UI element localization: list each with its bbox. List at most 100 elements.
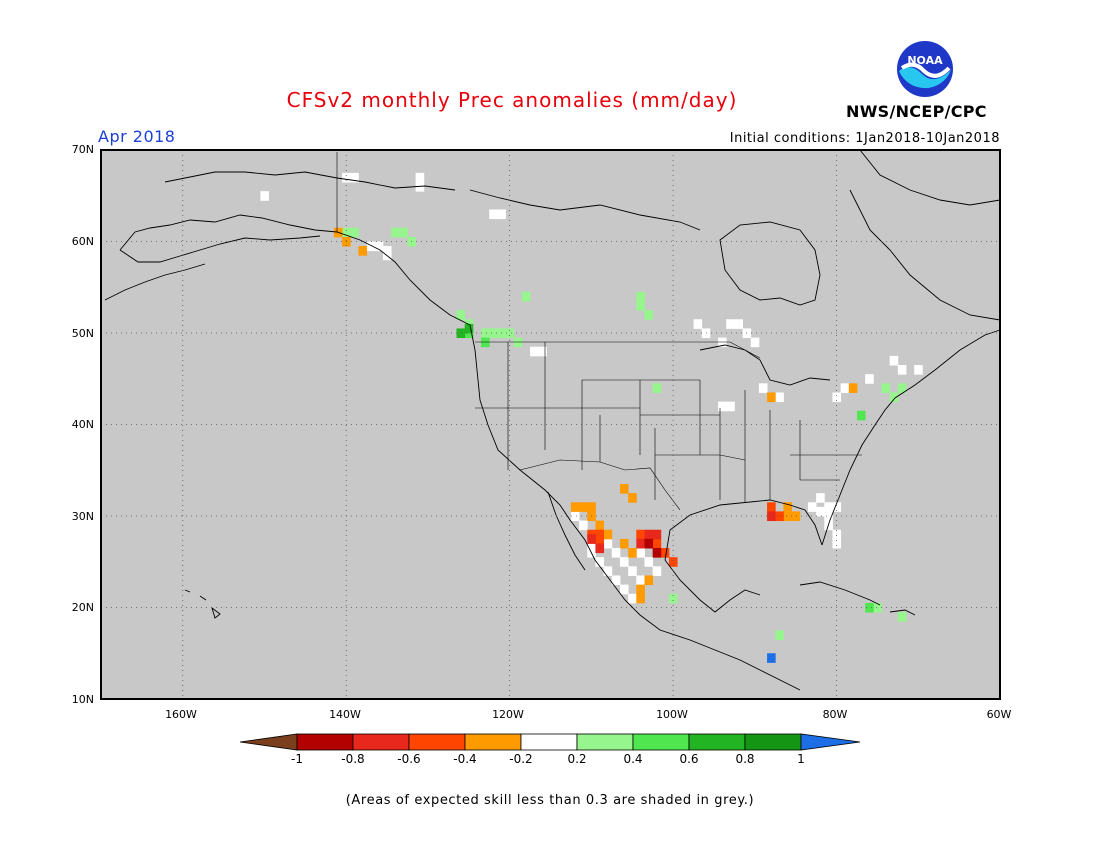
- political-borders: [336, 152, 862, 511]
- anomaly-cell: [775, 392, 784, 403]
- anomaly-cell: [570, 511, 580, 522]
- anomaly-cell: [530, 346, 539, 357]
- anomaly-cell: [758, 383, 768, 393]
- anomaly-cell: [399, 227, 408, 238]
- anomaly-cell: [652, 548, 662, 558]
- anomaly-cell: [374, 241, 384, 252]
- anomaly-cell: [652, 538, 662, 549]
- anomaly-cell: [807, 502, 817, 512]
- colorbar-label: -0.2: [509, 752, 533, 766]
- anomaly-cell: [456, 328, 466, 339]
- anomaly-cell: [669, 557, 678, 567]
- anomaly-cell: [636, 291, 645, 302]
- lon-label: 160W: [165, 708, 197, 721]
- lat-label: 70N: [71, 143, 94, 156]
- colorbar-segment: [464, 733, 522, 751]
- anomaly-cell: [636, 529, 645, 540]
- colorbar-arrow-right: [800, 733, 861, 751]
- anomaly-cell: [881, 383, 891, 393]
- anomaly-cell: [856, 410, 866, 421]
- anomaly-cell: [734, 319, 743, 329]
- anomaly-cell: [579, 520, 588, 531]
- colorbar-label: 0.2: [567, 752, 587, 766]
- anomaly-cell: [644, 557, 654, 567]
- anomaly-cell: [726, 401, 735, 412]
- anomaly-cell: [595, 529, 605, 540]
- skill-note: (Areas of expected skill less than 0.3 a…: [345, 793, 755, 808]
- anomaly-cell: [644, 538, 654, 549]
- anomaly-cell: [644, 529, 654, 540]
- anomaly-cell: [595, 543, 605, 554]
- anomaly-cell: [619, 557, 629, 567]
- anomaly-cell: [726, 319, 735, 329]
- colorbar-label: 0.6: [679, 752, 699, 766]
- lon-label: 60W: [986, 708, 1012, 721]
- anomaly-cell: [570, 502, 580, 512]
- anomaly-cell: [775, 511, 784, 522]
- anomaly-cell: [824, 502, 833, 512]
- anomaly-cell: [660, 548, 670, 558]
- anomaly-cell: [628, 548, 637, 558]
- lon-label: 100W: [656, 708, 688, 721]
- anomaly-cell: [611, 575, 621, 586]
- anomaly-cell: [619, 538, 629, 549]
- anomaly-cell: [505, 328, 515, 339]
- colorbar-segment: [408, 733, 466, 751]
- anomaly-cell: [628, 566, 637, 576]
- anomaly-cell: [513, 337, 523, 348]
- colorbar: [239, 733, 861, 751]
- colorbar-segment: [632, 733, 690, 751]
- anomaly-cell: [521, 291, 531, 302]
- anomaly-cell: [767, 502, 776, 512]
- anomaly-cell: [603, 566, 613, 576]
- anomaly-cell: [415, 182, 425, 192]
- coastlines: [104, 149, 1001, 691]
- map-background: [101, 150, 1000, 699]
- anomaly-cell: [456, 310, 466, 320]
- forecast-month-label: Apr 2018: [98, 127, 176, 146]
- colorbar-label: 1: [797, 752, 805, 766]
- anomaly-cell: [415, 172, 425, 183]
- anomaly-cell: [832, 538, 842, 549]
- anomaly-cell: [260, 191, 269, 201]
- anomaly-cell: [718, 337, 727, 348]
- lon-label: 140W: [329, 708, 361, 721]
- anomaly-cell: [350, 227, 359, 238]
- anomaly-cell: [750, 337, 760, 348]
- colorbar-label: -0.6: [397, 752, 421, 766]
- anomaly-cell: [816, 493, 825, 503]
- anomaly-cell: [603, 538, 613, 549]
- anomaly-cell: [652, 529, 662, 540]
- anomaly-cell: [358, 246, 368, 256]
- colorbar-label: -0.4: [453, 752, 477, 766]
- map-title: CFSv2 monthly Prec anomalies (mm/day): [286, 88, 738, 112]
- anomaly-cell: [342, 227, 351, 238]
- anomaly-cell: [464, 323, 474, 334]
- anomaly-cell: [775, 630, 784, 640]
- anomaly-cell: [628, 493, 637, 503]
- anomaly-cell: [481, 337, 490, 348]
- anomaly-cell: [636, 593, 645, 604]
- anomaly-cell: [652, 566, 662, 576]
- anomaly-cell: [767, 392, 776, 403]
- anomaly-cell: [366, 241, 376, 252]
- anomaly-cell: [587, 534, 596, 544]
- anomaly-cell: [816, 506, 825, 517]
- anomaly-cell: [889, 392, 899, 403]
- colorbar-arrow-left: [239, 733, 298, 751]
- anomaly-cell: [636, 300, 645, 311]
- lat-label: 50N: [71, 327, 94, 340]
- anomaly-cell: [669, 593, 678, 604]
- colorbar-segment: [520, 733, 578, 751]
- anomaly-cell: [865, 374, 874, 384]
- anomaly-cell: [342, 172, 351, 183]
- anomaly-cell: [497, 209, 506, 220]
- map-frame: [100, 149, 1001, 700]
- anomaly-cell: [652, 383, 662, 393]
- anomaly-cell: [783, 511, 793, 522]
- colorbar-segment: [296, 733, 354, 751]
- anomaly-cell: [628, 593, 637, 604]
- anomaly-cell: [832, 392, 842, 403]
- anomaly-cell: [579, 502, 588, 512]
